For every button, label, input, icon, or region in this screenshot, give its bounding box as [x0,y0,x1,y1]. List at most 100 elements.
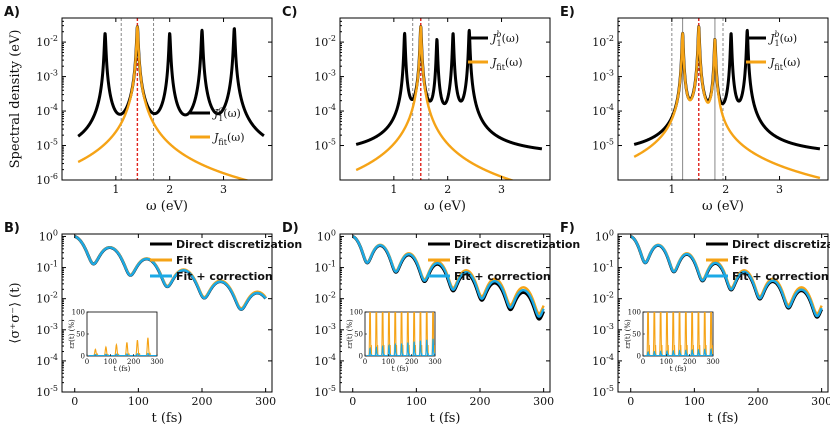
inset-x-tick-label: 200 [405,358,418,366]
inset-x-tick-label: 0 [85,358,89,366]
y-tick-label: 10-3 [36,69,58,84]
series-line-jfit [77,25,251,180]
inset-x-tick-label: 300 [706,358,719,366]
legend-label: Fit [176,254,193,267]
inset-x-tick-label: 100 [660,358,673,366]
panel-label: B) [4,221,20,236]
legend-label: Fit [454,254,471,267]
inset-series-line [365,338,435,356]
x-tick-label: 1 [112,183,119,196]
y-tick-label: 10-3 [314,322,336,337]
inset-area [643,312,713,356]
inset-y-tick-label: 100 [628,309,641,317]
inset-x-tick-label: 100 [382,358,395,366]
y-tick-label: 10-5 [36,384,58,399]
panel-label: F) [560,221,575,236]
y-axis-label: ⟨σ⁺σ⁻⟩ (t) [8,282,23,343]
y-tick-label: 10-5 [592,138,614,153]
y-tick-label: 10-4 [592,103,614,118]
legend-label: Fit [732,254,749,267]
x-axis-label: t (fs) [430,411,461,426]
x-tick-label: 2 [166,183,173,196]
y-tick-label: 10-4 [36,103,58,118]
panel-label: C) [282,5,297,20]
y-tick-label: 10-5 [314,384,336,399]
x-axis-label: ω (eV) [702,199,744,214]
series-line-fit-correction [351,235,545,318]
x-tick-label: 0 [71,395,78,408]
series-line-fit-correction [73,235,267,311]
x-tick-label: 300 [255,395,276,408]
inset-y-tick-label: 50 [76,331,85,339]
y-tick-label: 10-2 [592,291,614,306]
series-line-jfit [355,25,515,180]
x-tick-label: 3 [498,183,505,196]
y-tick-label: 10-3 [314,69,336,84]
inset-x-tick-label: 0 [363,358,367,366]
y-tick-label: 10-5 [314,138,336,153]
x-tick-label: 3 [776,183,783,196]
legend-label: Ja 1(ω) [212,105,241,123]
panel-c: 1 2 3 10-5 10-4 10-3 10-2 ω (eV) C) Jb 1(ω) Jfit(ω) [282,5,551,214]
plot-area [73,235,267,311]
legend-label: Fit + correction [176,270,273,283]
x-tick-label: 1 [668,183,675,196]
panel-e: 1 2 3 10-5 10-4 10-3 10-2 ω (eV) E) Jb 1(ω) Jfit(ω) [560,5,829,214]
inset-series-line [87,352,157,356]
legend-label: Jfit(ω) [768,56,801,72]
inset-y-label: εr(t) (%) [624,319,632,349]
axes-frame [61,233,273,393]
x-tick-label: 300 [533,395,554,408]
y-tick-label: 10-3 [36,322,58,337]
inset-y-tick-label: 0 [359,353,363,361]
inset-y-tick-label: 0 [637,353,641,361]
inset-x-tick-label: 300 [150,358,163,366]
x-tick-label: 2 [444,183,451,196]
series-line-fit-correction [629,235,823,318]
x-axis-label: t (fs) [708,411,739,426]
inset-y-tick-label: 50 [354,331,363,339]
x-tick-label: 200 [748,395,769,408]
plot-area [354,18,544,180]
y-axis-label: Spectral density (eV) [8,30,23,169]
series-line-j1b [354,25,544,151]
y-tick-label: 10-1 [592,260,614,275]
plot-area [76,18,266,180]
panel-a: 1 2 3 10-6 10-5 10-4 10-3 10-2 ω (eV) Spectral de… [4,5,273,214]
x-tick-label: 2 [722,183,729,196]
inset-x-tick-label: 100 [104,358,117,366]
x-tick-label: 300 [811,395,830,408]
series-line-j1b [632,25,822,151]
inset-y-tick-label: 100 [72,309,85,317]
x-tick-label: 100 [684,395,705,408]
series-line-j1a [76,25,266,138]
legend-label: Jfit(ω) [490,56,523,72]
axes-frame [617,17,829,181]
x-tick-label: 200 [470,395,491,408]
series-line-jfit [633,25,821,180]
inset-y-label: εr(t) (%) [68,319,76,349]
inset-x-label: t (fs) [392,365,409,373]
inset-area [365,312,435,356]
y-tick-label: 10-1 [314,260,336,275]
inset-y-tick-label: 0 [81,353,85,361]
x-axis-label: ω (eV) [424,199,466,214]
panel-label: E) [560,5,575,20]
x-tick-label: 0 [627,395,634,408]
inset-y-label: εr(t) (%) [346,319,354,349]
y-tick-label: 10-2 [592,34,614,49]
x-tick-label: 100 [128,395,149,408]
axes-frame [617,233,829,393]
inset-x-tick-label: 300 [428,358,441,366]
inset-frame [86,311,158,357]
axes-frame [339,17,551,181]
x-tick-label: 0 [349,395,356,408]
legend-label: Direct discretization [732,238,830,251]
